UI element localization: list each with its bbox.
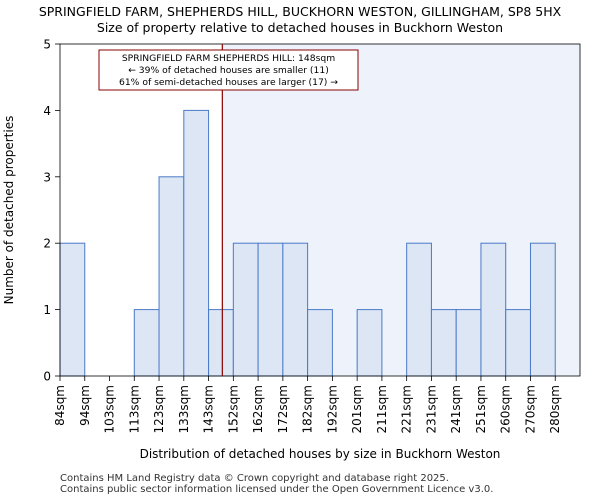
x-tick-label: 103sqm xyxy=(103,385,117,433)
x-tick-label: 211sqm xyxy=(375,385,389,433)
x-tick-label: 152sqm xyxy=(226,385,240,433)
bar-241sqm xyxy=(455,309,482,377)
x-tick-label: 280sqm xyxy=(548,385,562,433)
x-tick-label: 123sqm xyxy=(152,385,166,433)
chart-subtitle: Size of property relative to detached ho… xyxy=(96,20,504,35)
bar-133sqm xyxy=(183,109,210,377)
x-tick-label: 241sqm xyxy=(449,385,463,433)
y-tick-label: 4 xyxy=(43,104,51,118)
bar-113sqm xyxy=(133,309,160,377)
x-tick-label: 172sqm xyxy=(276,385,290,433)
annotation-box xyxy=(98,49,359,91)
bars-group xyxy=(59,109,556,377)
footer-line-1: Contains HM Land Registry data © Crown c… xyxy=(60,473,449,484)
x-tick-label: 192sqm xyxy=(325,385,339,433)
bar-260sqm xyxy=(505,309,531,377)
y-tick-label: 3 xyxy=(43,170,51,184)
y-axis-label: Number of detached properties xyxy=(2,116,16,305)
x-tick-label: 201sqm xyxy=(350,385,364,433)
y-tick-label: 2 xyxy=(43,237,51,251)
x-tick-label: 84sqm xyxy=(53,385,67,426)
bar-84sqm xyxy=(59,242,86,377)
x-tick-label: 260sqm xyxy=(499,385,513,433)
annotation-line-3: 61% of semi-detached houses are larger (… xyxy=(119,77,338,88)
bar-221sqm xyxy=(406,242,432,377)
bar-172sqm xyxy=(282,242,309,377)
bar-123sqm xyxy=(158,176,185,377)
x-tick-label: 113sqm xyxy=(127,385,141,433)
x-tick-label: 231sqm xyxy=(424,385,438,433)
x-tick-label: 133sqm xyxy=(177,385,191,433)
annotation-line-2: ← 39% of detached houses are smaller (11… xyxy=(128,65,329,76)
x-tick-label: 182sqm xyxy=(301,385,315,433)
x-tick-label: 270sqm xyxy=(523,385,537,433)
chart-title: SPRINGFIELD FARM, SHEPHERDS HILL, BUCKHO… xyxy=(38,4,562,19)
bar-152sqm xyxy=(232,242,259,377)
bar-251sqm xyxy=(480,242,507,377)
x-tick-label: 162sqm xyxy=(251,385,265,433)
bar-162sqm xyxy=(257,242,284,377)
x-tick-label: 143sqm xyxy=(202,385,216,433)
bar-201sqm xyxy=(356,309,383,377)
x-tick-label: 221sqm xyxy=(400,385,414,433)
y-tick-label: 5 xyxy=(43,38,51,52)
axes-group: 0 1 2 3 4 5 84sqm 94sqm 103sqm 113sqm 123sqm 133sqm… xyxy=(43,38,581,433)
y-tick-label: 0 xyxy=(43,370,51,384)
bar-231sqm xyxy=(430,309,457,377)
bar-270sqm xyxy=(529,242,556,377)
y-tick-label: 1 xyxy=(43,303,51,317)
x-tick-label: 94sqm xyxy=(78,385,92,426)
bar-143sqm xyxy=(208,309,234,377)
bar-182sqm xyxy=(307,309,333,377)
x-axis-label: Distribution of detached houses by size … xyxy=(140,447,501,461)
x-tick-label: 251sqm xyxy=(474,385,488,433)
plot-frame xyxy=(59,43,581,377)
annotation-line-1: SPRINGFIELD FARM SHEPHERDS HILL: 148sqm xyxy=(122,53,335,64)
footer-line-2: Contains public sector information licen… xyxy=(60,484,494,495)
